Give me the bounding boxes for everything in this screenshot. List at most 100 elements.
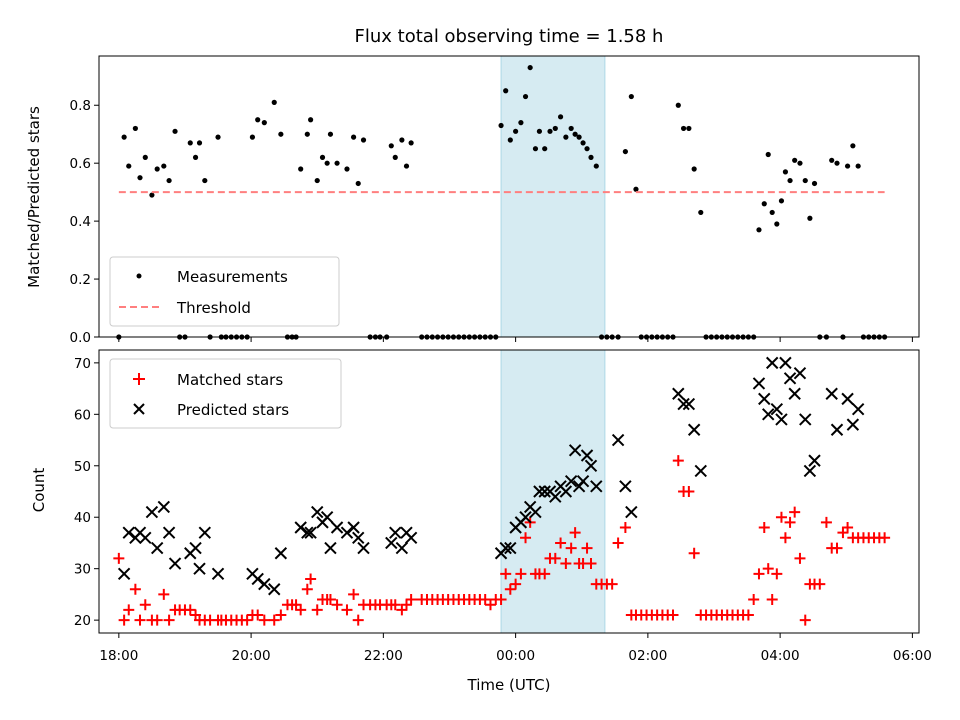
matched-star-point bbox=[779, 532, 791, 544]
matched-star-point bbox=[549, 552, 561, 564]
measurement-point bbox=[202, 177, 208, 184]
matched-star-point bbox=[163, 614, 175, 626]
measurement-point bbox=[542, 146, 548, 152]
measurement-point bbox=[360, 137, 367, 143]
measurement-point bbox=[792, 157, 798, 163]
matched-star-point bbox=[560, 558, 572, 570]
matched-star-point bbox=[667, 609, 679, 621]
matched-star-point bbox=[479, 594, 491, 606]
predicted-star-point bbox=[117, 567, 131, 581]
predicted-star-point bbox=[211, 567, 225, 581]
predicted-star-point bbox=[779, 356, 792, 370]
predicted-star-point bbox=[765, 356, 779, 370]
measurement-point bbox=[137, 175, 143, 181]
measurement-point bbox=[249, 134, 256, 140]
measurement-point bbox=[572, 131, 578, 137]
measurement-point bbox=[563, 134, 569, 140]
bottom-x-tick-label: 20:00 bbox=[232, 648, 271, 664]
predicted-star-point bbox=[529, 505, 542, 519]
measurement-point bbox=[355, 180, 361, 187]
predicted-star-point bbox=[770, 402, 784, 416]
predicted-star-point bbox=[389, 526, 402, 539]
matched-star-point bbox=[748, 594, 760, 606]
predicted-star-point bbox=[347, 521, 360, 534]
bottom-y-tick-label: 30 bbox=[74, 562, 91, 578]
measurement-point bbox=[584, 146, 590, 152]
predicted-star-point bbox=[404, 531, 418, 545]
measurement-point bbox=[552, 125, 558, 132]
predicted-star-point bbox=[576, 475, 590, 488]
bottom-y-tick-label: 50 bbox=[74, 459, 91, 475]
measurement-point bbox=[507, 137, 513, 143]
measurement-point bbox=[811, 180, 818, 187]
matched-star-point bbox=[688, 547, 700, 559]
matched-star-point bbox=[766, 594, 778, 606]
predicted-star-point bbox=[274, 547, 288, 560]
measurement-point bbox=[278, 131, 284, 137]
matched-star-point bbox=[569, 527, 581, 539]
matched-star-point bbox=[612, 537, 624, 549]
predicted-star-point bbox=[538, 485, 551, 498]
bottom-x-tick-label: 00:00 bbox=[496, 648, 535, 664]
predicted-star-point bbox=[590, 480, 603, 493]
matched-star-point bbox=[268, 614, 280, 626]
measurement-point bbox=[388, 143, 394, 149]
measurement-point bbox=[774, 221, 780, 227]
measurement-point bbox=[518, 120, 524, 126]
matched-star-point bbox=[742, 609, 754, 621]
measurement-point bbox=[576, 134, 582, 140]
top-y-tick-label: 0.8 bbox=[70, 98, 91, 114]
predicted-star-point bbox=[504, 541, 517, 555]
predicted-star-point bbox=[320, 511, 334, 524]
matched-star-point bbox=[134, 614, 146, 626]
measurement-point bbox=[778, 198, 785, 204]
measurement-point bbox=[769, 209, 775, 216]
predicted-star-point bbox=[825, 387, 838, 400]
measurement-point bbox=[403, 163, 410, 169]
top-highlight-span bbox=[500, 55, 606, 338]
predicted-star-point bbox=[788, 387, 801, 400]
predicted-star-point bbox=[395, 541, 409, 555]
measurement-point bbox=[399, 137, 405, 143]
measurement-point bbox=[787, 177, 793, 184]
measurement-point bbox=[149, 192, 155, 198]
predicted-star-point bbox=[846, 418, 860, 431]
measurement-point bbox=[392, 154, 398, 160]
measurement-point bbox=[344, 166, 350, 172]
matched-star-point bbox=[158, 588, 170, 600]
matched-star-point bbox=[341, 604, 353, 616]
matched-star-point bbox=[619, 522, 631, 534]
matched-star-point bbox=[775, 511, 787, 523]
measurement-point bbox=[675, 102, 681, 108]
matched-star-point bbox=[672, 455, 684, 467]
predicted-star-point bbox=[385, 536, 398, 550]
predicted-star-point bbox=[851, 402, 865, 416]
measurement-point bbox=[261, 120, 267, 126]
top-y-tick-label: 0.6 bbox=[70, 156, 91, 172]
predicted-star-point bbox=[519, 511, 532, 524]
predicted-star-point bbox=[611, 433, 625, 447]
predicted-star-point bbox=[687, 423, 701, 436]
matched-star-point bbox=[520, 532, 532, 544]
legend-x-icon bbox=[133, 403, 145, 415]
measurement-point bbox=[855, 163, 861, 169]
bottom-y-tick-label: 40 bbox=[74, 510, 91, 526]
matched-star-point bbox=[683, 486, 695, 497]
predicted-star-point bbox=[268, 583, 281, 596]
measurement-point bbox=[314, 177, 320, 184]
predicted-star-point bbox=[198, 526, 212, 539]
predicted-star-point bbox=[793, 366, 807, 380]
measurement-point bbox=[691, 166, 697, 172]
matched-star-point bbox=[831, 542, 843, 554]
predicted-star-point bbox=[783, 372, 797, 385]
bottom-x-tick-label: 22:00 bbox=[364, 648, 403, 664]
matched-star-point bbox=[581, 542, 593, 554]
predicted-star-point bbox=[799, 413, 812, 426]
measurement-point bbox=[327, 131, 334, 137]
measurement-point bbox=[802, 177, 808, 184]
predicted-star-point bbox=[677, 397, 690, 411]
predicted-star-point bbox=[340, 526, 354, 539]
top-legend: Measurements Threshold bbox=[109, 256, 340, 327]
measurement-point bbox=[698, 209, 704, 216]
top-y-tick-label: 0.4 bbox=[70, 214, 91, 230]
